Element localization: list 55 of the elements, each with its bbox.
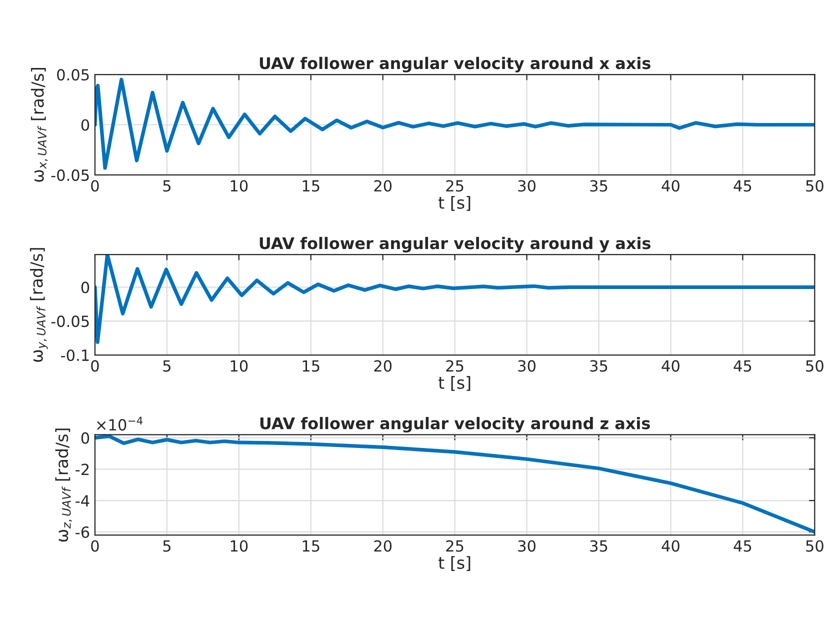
y-tick-label: 0.05 — [57, 68, 89, 81]
chart-title: UAV follower angular velocity around y axis — [260, 236, 650, 252]
y-tick-label: -2 — [76, 464, 89, 475]
x-tick-label: 20 — [374, 540, 392, 552]
x-tick-label: 0 — [91, 540, 99, 552]
x-tick-label: 5 — [163, 180, 170, 192]
y-tick-label: -4 — [76, 495, 90, 506]
y-tick-label: 0 — [81, 282, 90, 294]
x-tick-label: 5 — [163, 360, 170, 372]
y-tick-label: -0.1 — [61, 349, 89, 362]
chart-title: UAV follower angular velocity around z axis — [260, 416, 650, 433]
line-series — [94, 434, 815, 534]
x-tick-label: 15 — [302, 180, 320, 192]
y-axis-title: ω$_{y,UAVf}$ [rad/s] — [30, 248, 48, 362]
x-tick-label: 25 — [446, 360, 464, 372]
x-tick-label: 20 — [374, 180, 392, 192]
x-tick-label: 40 — [662, 180, 680, 192]
x-tick-label: 30 — [518, 360, 536, 372]
x-tick-label: 30 — [518, 540, 536, 552]
y-tick-label: -6 — [76, 526, 90, 538]
x-tick-label: 25 — [446, 180, 464, 192]
x-tick-label: 20 — [374, 360, 392, 372]
x-axis-title: t [s] — [438, 196, 470, 211]
x-tick-label: 10 — [230, 180, 248, 192]
x-tick-label: 45 — [734, 180, 752, 192]
x-tick-label: 50 — [806, 540, 824, 552]
x-tick-label: 50 — [806, 180, 824, 192]
y-tick-label: 0 — [81, 119, 90, 131]
x-tick-label: 15 — [302, 360, 320, 372]
line-series — [94, 78, 815, 170]
x-tick-label: 10 — [230, 360, 248, 372]
y-axis-title: ω$_{z,UAVf}$ [rad/s] — [55, 428, 72, 542]
text: ×10$^{−4}$ — [97, 416, 143, 431]
x-tick-label: 5 — [163, 540, 170, 552]
y-axis-title: ω$_{x,UAVf}$ [rad/s] — [30, 68, 48, 182]
chart-title: UAV follower angular velocity around x axis — [260, 56, 650, 72]
y-tick-label: -0.05 — [51, 316, 89, 328]
x-tick-label: 15 — [302, 540, 320, 552]
y-tick-label: -0.05 — [51, 169, 89, 181]
x-tick-label: 25 — [446, 540, 464, 552]
x-tick-label: 35 — [590, 540, 608, 552]
x-axis-title: t [s] — [438, 376, 470, 391]
x-tick-label: 30 — [518, 180, 536, 192]
y-tick-label: 0 — [81, 432, 90, 444]
x-tick-label: 50 — [806, 360, 824, 372]
x-axis-title: t [s] — [438, 556, 470, 571]
x-tick-label: 40 — [662, 540, 680, 552]
x-tick-label: 0 — [91, 180, 99, 192]
x-tick-label: 0 — [91, 360, 99, 372]
x-tick-label: 45 — [734, 360, 752, 372]
x-tick-label: 35 — [590, 180, 608, 192]
x-tick-label: 35 — [590, 360, 608, 372]
x-tick-label: 45 — [734, 540, 752, 552]
x-tick-label: 10 — [230, 540, 248, 552]
x-tick-label: 40 — [662, 360, 680, 372]
